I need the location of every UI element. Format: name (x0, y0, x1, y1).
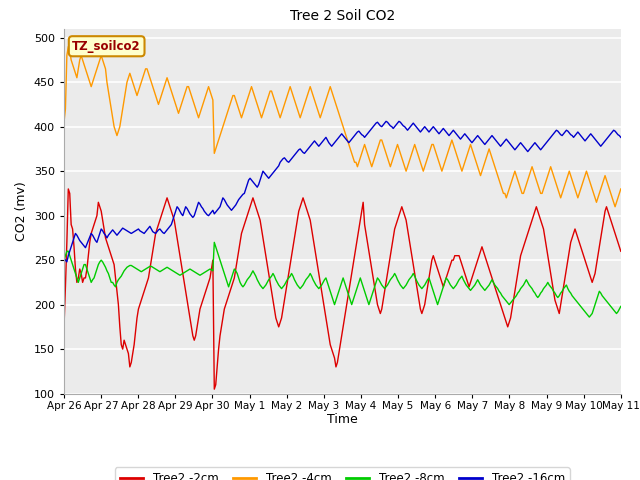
Title: Tree 2 Soil CO2: Tree 2 Soil CO2 (290, 10, 395, 24)
Text: TZ_soilco2: TZ_soilco2 (72, 40, 141, 53)
Legend: Tree2 -2cm, Tree2 -4cm, Tree2 -8cm, Tree2 -16cm: Tree2 -2cm, Tree2 -4cm, Tree2 -8cm, Tree… (115, 468, 570, 480)
X-axis label: Time: Time (327, 413, 358, 426)
Y-axis label: CO2 (mv): CO2 (mv) (15, 181, 28, 241)
